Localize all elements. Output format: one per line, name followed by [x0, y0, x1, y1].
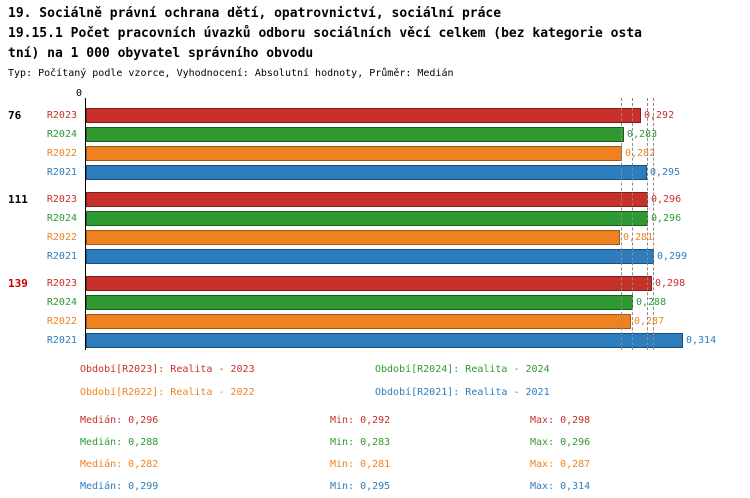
bar-value-label: 0,314: [686, 335, 717, 346]
bar-value-label: 0,295: [650, 167, 681, 178]
legend-item: Období[R2023]: Realita - 2023: [80, 364, 255, 375]
legend-item: Období[R2022]: Realita - 2022: [80, 387, 255, 398]
bar[interactable]: [86, 249, 654, 264]
bar-row: R2024 0,296: [0, 209, 750, 228]
series-label: R2021: [46, 335, 77, 346]
bar-value-label: 0,299: [657, 251, 688, 262]
series-label: R2023: [46, 278, 77, 289]
series-label: R2023: [46, 110, 77, 121]
title-line-3: tní) na 1 000 obyvatel správního obvodu: [8, 46, 314, 61]
stats-min: Min: 0,281: [330, 459, 391, 470]
stats-max: Max: 0,287: [530, 459, 591, 470]
bar[interactable]: [86, 127, 624, 142]
stats-row: Medián: 0,282 Min: 0,281 Max: 0,287: [0, 454, 750, 476]
bar[interactable]: [86, 165, 647, 180]
bar-value-label: 0,282: [625, 148, 656, 159]
bar[interactable]: [86, 276, 652, 291]
legend: Období[R2023]: Realita - 2023 Období[R202…: [0, 358, 750, 406]
stats-row: Medián: 0,299 Min: 0,295 Max: 0,314: [0, 476, 750, 498]
bar-group: 76 R2023 0,292 R2024 0,283 R2022 0,282 R2021 0,2…: [0, 106, 750, 182]
bar-value-label: 0,298: [655, 278, 686, 289]
bar-value-label: 0,287: [634, 316, 665, 327]
group-label: 111: [8, 193, 28, 206]
median-gridline: [632, 98, 633, 350]
bar-row: R2022 0,282: [0, 144, 750, 163]
bar[interactable]: [86, 146, 622, 161]
bar-row: R2021 0,314: [0, 331, 750, 350]
bar-value-label: 0,288: [636, 297, 667, 308]
series-label: R2024: [46, 129, 77, 140]
stats-min: Min: 0,295: [330, 481, 391, 492]
bar-row: R2024 0,288: [0, 293, 750, 312]
median-gridline: [653, 98, 654, 350]
bar-value-label: 0,281: [623, 232, 654, 243]
bar-row: R2024 0,283: [0, 125, 750, 144]
legend-item: Období[R2024]: Realita - 2024: [375, 364, 550, 375]
bar-row: 139 R2023 0,298: [0, 274, 750, 293]
bar-row: R2021 0,299: [0, 247, 750, 266]
x-axis-origin-label: 0: [75, 88, 82, 99]
bar[interactable]: [86, 314, 631, 329]
series-label: R2023: [46, 194, 77, 205]
median-gridline: [647, 98, 648, 350]
stats-max: Max: 0,296: [530, 437, 591, 448]
bar-row: 111 R2023 0,296: [0, 190, 750, 209]
title-line-1: 19. Sociálně právní ochrana dětí, opatro…: [8, 6, 502, 21]
bar-group: 111 R2023 0,296 R2024 0,296 R2022 0,281 R2021 0,…: [0, 190, 750, 266]
legend-item: Období[R2021]: Realita - 2021: [375, 387, 550, 398]
group-label: 139: [8, 277, 28, 290]
bar-row: R2021 0,295: [0, 163, 750, 182]
chart-meta-line: Typ: Počítaný podle vzorce, Vyhodnocení:…: [8, 68, 454, 79]
bar-group: 139 R2023 0,298 R2024 0,288 R2022 0,287 R2021 0,…: [0, 274, 750, 350]
legend-col-1: Období[R2024]: Realita - 2024 Období[R202…: [375, 358, 550, 404]
stats-row: Medián: 0,288 Min: 0,283 Max: 0,296: [0, 432, 750, 454]
stats-max: Max: 0,298: [530, 415, 591, 426]
bar[interactable]: [86, 230, 620, 245]
bar[interactable]: [86, 192, 648, 207]
stats-min: Min: 0,283: [330, 437, 391, 448]
series-label: R2021: [46, 251, 77, 262]
series-label: R2021: [46, 167, 77, 178]
bar-value-label: 0,296: [651, 213, 682, 224]
bar[interactable]: [86, 108, 641, 123]
series-label: R2022: [46, 316, 77, 327]
stats-median: Medián: 0,288: [80, 437, 159, 448]
bar-chart: 0 76 R2023 0,292 R2024 0,283 R2022 0,282 R2021 0…: [0, 88, 750, 358]
bar-row: 76 R2023 0,292: [0, 106, 750, 125]
bar[interactable]: [86, 211, 648, 226]
y-axis-line: [85, 98, 86, 350]
chart-header: 19. Sociálně právní ochrana dětí, opatro…: [8, 4, 748, 81]
group-label: 76: [8, 109, 22, 122]
median-gridline: [621, 98, 622, 350]
stats-min: Min: 0,292: [330, 415, 391, 426]
stats-median: Medián: 0,282: [80, 459, 159, 470]
bar-value-label: 0,292: [644, 110, 675, 121]
stats-row: Medián: 0,296 Min: 0,292 Max: 0,298: [0, 410, 750, 432]
bar-groups: 76 R2023 0,292 R2024 0,283 R2022 0,282 R2021 0,2…: [0, 106, 750, 358]
series-label: R2024: [46, 297, 77, 308]
stats-table: Medián: 0,296 Min: 0,292 Max: 0,298 Medián:…: [0, 410, 750, 498]
bar[interactable]: [86, 333, 683, 348]
stats-max: Max: 0,314: [530, 481, 591, 492]
bar[interactable]: [86, 295, 633, 310]
stats-median: Medián: 0,299: [80, 481, 159, 492]
bar-value-label: 0,283: [627, 129, 658, 140]
series-label: R2022: [46, 148, 77, 159]
legend-col-0: Období[R2023]: Realita - 2023 Období[R202…: [80, 358, 255, 404]
series-label: R2022: [46, 232, 77, 243]
bar-row: R2022 0,287: [0, 312, 750, 331]
series-label: R2024: [46, 213, 77, 224]
bar-row: R2022 0,281: [0, 228, 750, 247]
title-line-2: 19.15.1 Počet pracovních úvazků odboru s…: [8, 26, 642, 41]
bar-value-label: 0,296: [651, 194, 682, 205]
stats-median: Medián: 0,296: [80, 415, 159, 426]
